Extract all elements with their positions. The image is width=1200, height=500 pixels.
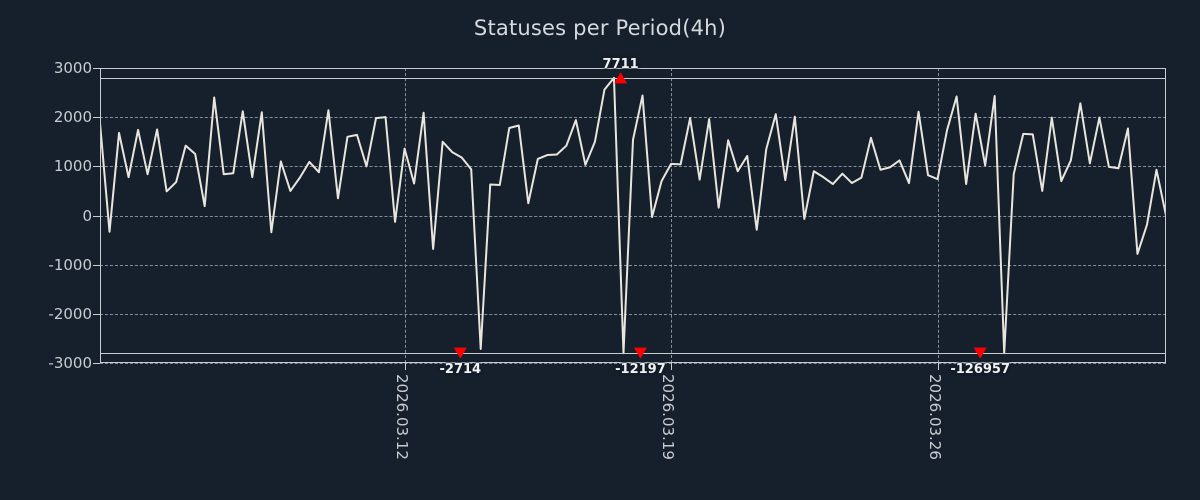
horizontal-gridline <box>100 166 1166 168</box>
x-axis-tick-mark <box>937 363 939 370</box>
y-axis-tick-mark <box>93 215 100 217</box>
clip-boundary-line <box>100 353 1166 355</box>
plot-area <box>100 68 1166 364</box>
chart-title: Statuses per Period(4h) <box>473 16 727 40</box>
y-axis-tick-mark <box>93 117 100 119</box>
y-axis-tick-label: 0 <box>82 206 92 225</box>
extreme-value-marker[interactable] <box>973 347 987 359</box>
x-axis-tick-label: 2026.03.12 <box>392 374 411 460</box>
extreme-value-marker[interactable] <box>614 72 628 84</box>
y-axis-tick-mark <box>93 313 100 315</box>
x-axis-tick-label: 2026.03.19 <box>659 374 678 460</box>
y-axis-tick-mark <box>93 264 100 266</box>
horizontal-gridline <box>100 264 1166 266</box>
y-axis-tick-mark <box>93 68 100 69</box>
clip-boundary-line <box>100 77 1166 79</box>
vertical-gridline <box>671 68 673 363</box>
horizontal-gridline <box>100 363 1166 364</box>
y-axis-tick-label: -1000 <box>48 255 92 274</box>
extreme-value-label: -12197 <box>615 362 666 378</box>
y-axis-tick-label: -2000 <box>48 304 92 323</box>
y-axis-tick-label: 1000 <box>53 157 92 176</box>
horizontal-gridline <box>100 215 1166 217</box>
vertical-gridline <box>404 68 406 363</box>
x-axis-tick-mark <box>671 363 673 370</box>
horizontal-gridline <box>100 117 1166 119</box>
x-axis-tick-label: 2026.03.26 <box>925 374 944 460</box>
y-axis-tick-label: 3000 <box>53 59 92 77</box>
extreme-value-label: 7711 <box>602 56 639 72</box>
extreme-value-marker[interactable] <box>633 347 647 359</box>
vertical-gridline <box>937 68 939 363</box>
horizontal-gridline <box>100 313 1166 315</box>
y-axis-tick-mark <box>93 166 100 168</box>
y-axis-tick-mark <box>93 363 100 364</box>
x-axis-tick-mark <box>404 363 406 370</box>
y-axis-tick-label: -3000 <box>48 354 92 372</box>
extreme-value-marker[interactable] <box>453 347 467 359</box>
data-series-line <box>100 76 1166 355</box>
y-axis-tick-label: 2000 <box>53 108 92 127</box>
extreme-value-label: -126957 <box>950 362 1011 378</box>
extreme-value-label: -2714 <box>439 362 482 378</box>
